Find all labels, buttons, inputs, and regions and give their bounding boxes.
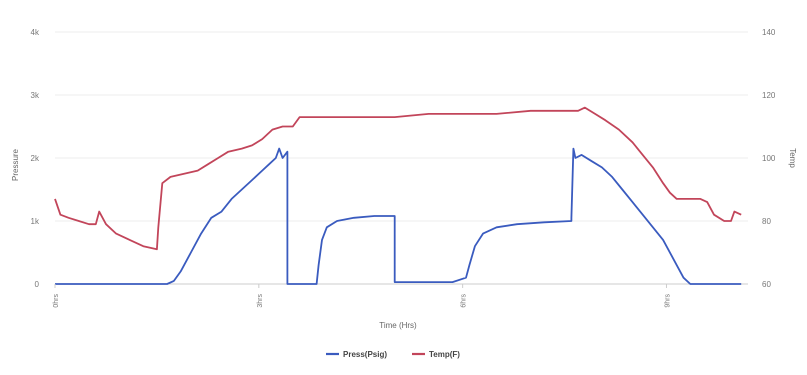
legend-label-press: Press(Psig): [343, 350, 387, 359]
y-tick-label-right: 140: [762, 28, 776, 37]
x-tick-label: 6hrs: [461, 294, 468, 308]
x-axis: 0hrs 3hrs 6hrs 9hrs: [53, 284, 671, 308]
y-tick-label-left: 1k: [31, 217, 40, 226]
y-axis-label-left: Pressure: [11, 148, 20, 181]
y-axis-label-right: Temp: [788, 148, 797, 168]
grid-lines: [55, 31, 748, 285]
y-tick-label-right: 60: [762, 280, 771, 289]
x-axis-label: Time (Hrs): [379, 321, 417, 330]
y-tick-label-right: 100: [762, 154, 776, 163]
series-line-press: [55, 147, 742, 285]
left-y-axis: 0 1k 2k 3k 4k: [31, 28, 40, 289]
series-line-temp: [54, 106, 742, 251]
x-tick-label: 3hrs: [257, 294, 264, 308]
y-tick-label-left: 4k: [31, 28, 40, 37]
x-tick-label: 0hrs: [53, 294, 60, 308]
x-tick-label: 9hrs: [664, 294, 671, 308]
legend-item-temp[interactable]: Temp(F): [412, 350, 460, 359]
right-y-axis: 60 80 100 120 140: [762, 28, 776, 289]
legend-item-press[interactable]: Press(Psig): [326, 350, 387, 359]
y-tick-label-left: 0: [35, 280, 40, 289]
y-tick-label-left: 3k: [31, 91, 40, 100]
legend: Press(Psig) Temp(F): [326, 350, 460, 359]
series-lines: [54, 106, 742, 285]
y-tick-label-right: 80: [762, 217, 771, 226]
y-tick-label-right: 120: [762, 91, 776, 100]
y-tick-label-left: 2k: [31, 154, 40, 163]
legend-label-temp: Temp(F): [429, 350, 460, 359]
